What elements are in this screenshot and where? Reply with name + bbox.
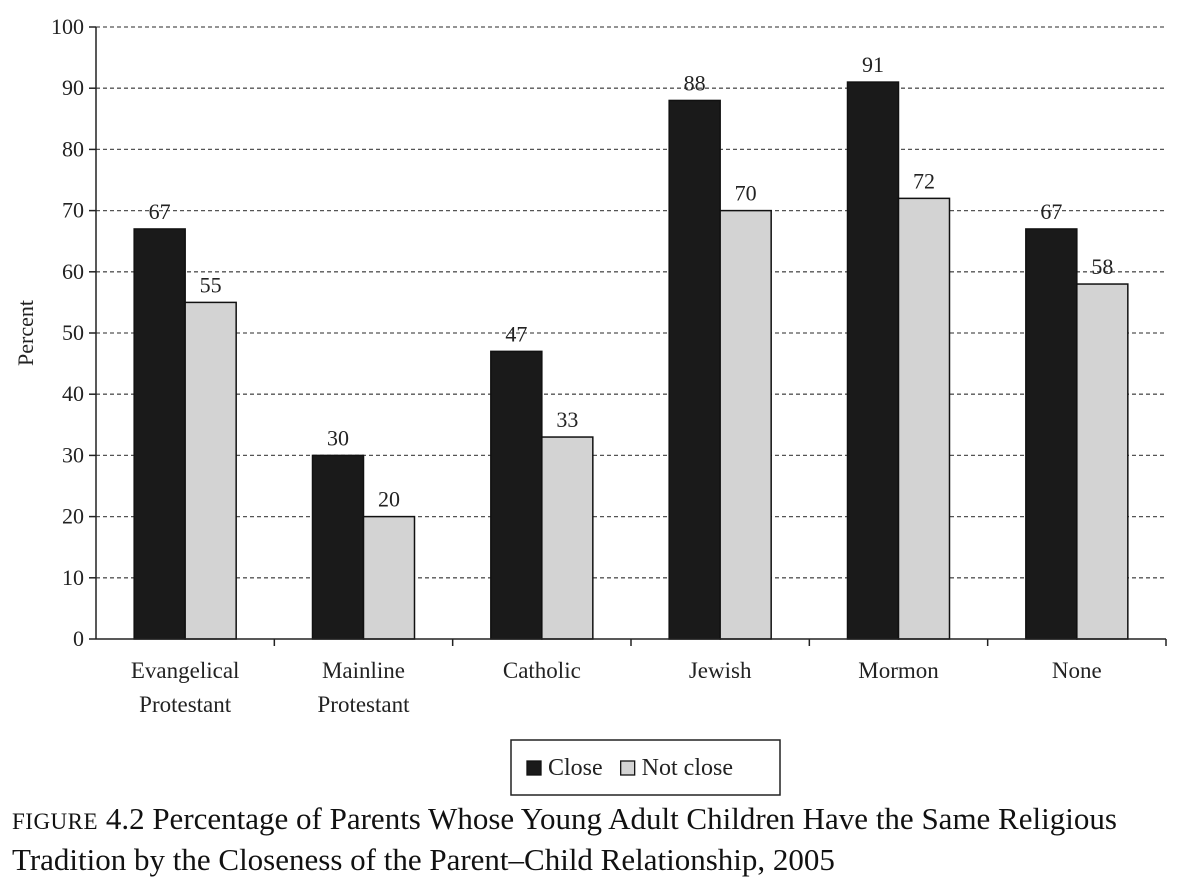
y-tick-label: 50 [62,320,84,345]
bar [1076,283,1129,640]
y-tick-label: 70 [62,198,84,223]
y-axis-label: Percent [13,300,38,366]
data-label: 33 [556,407,578,432]
caption-text: 4.2 Percentage of Parents Whose Young Ad… [12,801,1117,877]
bar [846,81,900,640]
y-tick-label: 80 [62,136,84,161]
bar [897,197,951,640]
data-label: 58 [1091,254,1113,279]
y-tick-label: 60 [62,259,84,284]
bar [719,209,772,640]
y-tick-label: 30 [62,442,84,467]
bar [311,454,365,640]
caption-prefix: FIGURE [12,809,99,834]
data-label: 72 [913,168,935,193]
y-tick-label: 90 [62,75,84,100]
data-label: 67 [149,199,171,224]
bar [1025,228,1078,640]
bar [133,228,186,640]
legend-label: Close [548,755,603,781]
bar [362,515,416,640]
data-label: 47 [505,321,527,346]
data-label: 20 [378,487,400,512]
data-label: 88 [684,70,706,95]
category-label: Catholic [503,658,581,683]
legend-swatch [620,760,636,776]
y-tick-label: 10 [62,565,84,590]
y-tick-label: 40 [62,381,84,406]
bar [184,301,237,640]
category-label: Protestant [139,692,232,717]
category-label: None [1052,658,1102,683]
bar [668,99,721,640]
bar [541,436,594,640]
category-label: Evangelical [131,658,240,683]
bar [490,350,543,640]
data-label: 67 [1040,199,1062,224]
figure-caption: FIGURE 4.2 Percentage of Parents Whose Y… [12,800,1192,879]
legend-box [510,739,781,796]
y-tick-label: 100 [51,14,84,39]
y-axis: 0 10 20 30 40 50 60 70 80 90 100 [51,14,97,651]
x-axis: Evangelical Protestant Mainline Protestant C… [96,638,1167,717]
data-label: 70 [735,181,757,206]
y-tick-label: 0 [73,626,84,651]
data-label: 30 [327,425,349,450]
data-label: 91 [862,52,884,77]
gridlines [96,26,1166,579]
legend: Close Not close [510,739,781,796]
data-label: 55 [200,272,222,297]
category-label: Mainline [322,658,405,683]
legend-label: Not close [642,755,733,781]
bar-chart: 0 10 20 30 40 50 60 70 80 90 100 67 55 30 20 47 33 88 70 9… [13,14,1167,796]
y-tick-label: 20 [62,504,84,529]
category-label: Protestant [318,692,411,717]
bars: 67 55 30 20 47 33 88 70 91 72 67 58 [133,52,1129,640]
category-label: Jewish [689,658,752,683]
category-label: Mormon [858,658,939,683]
legend-swatch [526,760,542,776]
